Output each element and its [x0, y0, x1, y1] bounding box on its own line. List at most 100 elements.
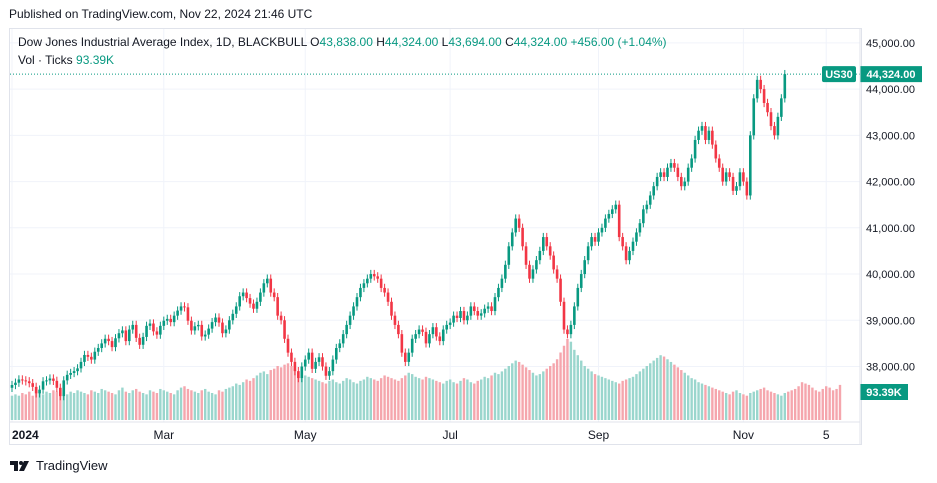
volume-bar — [369, 378, 372, 420]
candle-body — [190, 320, 193, 331]
volume-bar — [138, 391, 141, 420]
last-price-badge: 44,324.00 — [860, 66, 922, 83]
volume-bar — [483, 376, 486, 420]
candle-body — [690, 158, 693, 168]
volume-bar — [414, 376, 417, 420]
volume-bar — [497, 374, 500, 420]
candle-body — [500, 278, 504, 288]
candle-body — [348, 315, 352, 325]
candle-body — [735, 186, 738, 191]
volume-bar — [769, 391, 773, 420]
volume-bar — [528, 370, 531, 420]
candle-body — [290, 352, 293, 362]
volume-bar — [162, 390, 165, 420]
candle-body — [424, 331, 428, 344]
candle-body — [400, 334, 404, 353]
volume-bar — [473, 383, 476, 420]
volume-bar — [635, 374, 638, 420]
candle-body — [631, 241, 635, 251]
candle-body — [366, 278, 369, 284]
candle-body — [14, 382, 17, 386]
volume-bar — [621, 380, 624, 420]
volume-bar — [386, 376, 390, 420]
candle-body — [283, 320, 286, 339]
x-tick-label: Sep — [588, 428, 610, 442]
candle-body — [121, 330, 124, 334]
candle-body — [762, 89, 766, 103]
candle-body — [552, 255, 555, 270]
volume-bar — [14, 394, 17, 420]
candle-body — [124, 330, 128, 342]
volume-bar — [787, 391, 790, 420]
volume-bar — [666, 359, 669, 420]
volume-bar — [235, 383, 238, 420]
volume-bar — [231, 386, 234, 420]
volume-bar — [728, 394, 731, 420]
candle-body — [293, 361, 297, 372]
volume-bar — [838, 384, 842, 420]
volume-bar — [338, 383, 341, 420]
candle-body — [152, 323, 155, 332]
volume-bar — [241, 382, 245, 420]
tradingview-brand[interactable]: TradingView — [10, 458, 108, 473]
candle-body — [773, 126, 776, 136]
volume-bar — [514, 360, 517, 420]
candle-body — [165, 318, 169, 321]
volume-bar — [169, 393, 172, 420]
candle-body — [493, 297, 497, 312]
candle-body — [117, 333, 121, 339]
candle-body — [131, 324, 135, 330]
candle-body — [272, 292, 276, 298]
volume-bar — [438, 382, 441, 420]
candle-body — [586, 246, 590, 261]
candle-body — [286, 338, 290, 353]
volume-bar — [228, 387, 231, 420]
candle-body — [417, 329, 421, 335]
candle-body — [345, 324, 348, 335]
candle-body — [155, 331, 159, 335]
candle-body — [141, 336, 145, 345]
candle-body — [234, 306, 238, 314]
candle-body — [486, 306, 490, 309]
volume-bar — [559, 352, 562, 420]
candle-body — [749, 135, 752, 196]
volume-bar — [200, 390, 203, 420]
volume-bar — [631, 376, 635, 420]
volume-bar — [186, 388, 190, 420]
candle-body — [238, 296, 241, 307]
volume-bar — [711, 387, 714, 420]
volume-bar — [504, 368, 507, 420]
volume-bar — [638, 371, 642, 420]
volume-bar — [210, 393, 214, 420]
candle-body — [186, 307, 190, 321]
candle-body — [538, 250, 542, 261]
candle-body — [448, 322, 452, 325]
candle-body — [421, 329, 424, 332]
volume-bar — [55, 391, 59, 420]
candle-body — [445, 324, 448, 330]
candle-body — [59, 387, 62, 397]
symbol-badge-bg — [822, 66, 856, 83]
candle-body — [624, 246, 628, 261]
candle-body — [573, 306, 576, 325]
candle-body — [65, 374, 69, 381]
volume-bar — [797, 386, 800, 420]
candle-body — [590, 237, 593, 247]
last-price-badge-bg — [860, 66, 922, 83]
candle-body — [428, 334, 431, 344]
candle-body — [48, 378, 52, 381]
candle-body — [207, 328, 210, 335]
volume-bar — [690, 378, 693, 420]
y-tick-label: 40,000.00 — [866, 269, 915, 281]
volume-bar — [507, 366, 510, 420]
candle-body — [307, 352, 310, 360]
candle-body — [162, 320, 166, 326]
volume-bar — [376, 380, 379, 420]
volume-bar — [45, 391, 48, 420]
volume-bar — [766, 390, 769, 420]
candle-body — [676, 167, 680, 177]
candle-body — [221, 322, 224, 334]
candle-body — [245, 292, 248, 299]
tradingview-logo-icon — [10, 460, 29, 471]
